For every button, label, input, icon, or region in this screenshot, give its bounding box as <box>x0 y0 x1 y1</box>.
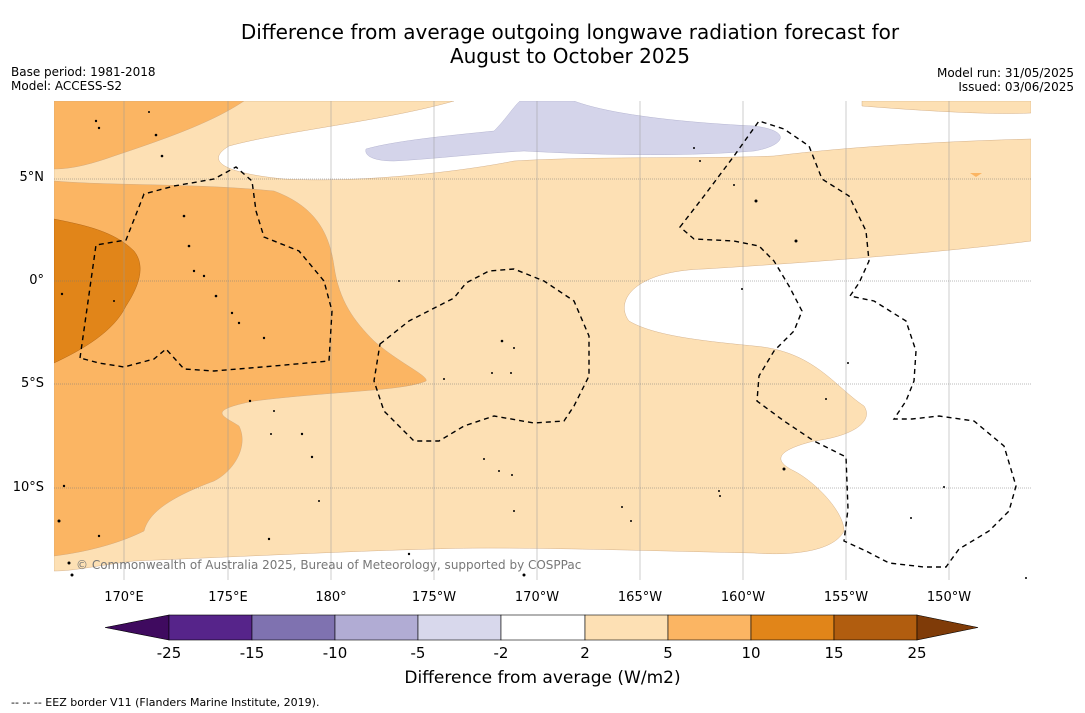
meridian-lines <box>123 101 950 580</box>
lon-label-155w: 155°W <box>823 590 869 605</box>
colorbar-tick-7: 5 <box>663 644 673 662</box>
colorbar-tick-6: 2 <box>580 644 590 662</box>
colorbar-tick-9: 15 <box>824 644 844 662</box>
colorbar <box>105 614 979 641</box>
colorbar-min-arrow <box>105 614 170 641</box>
colorbar-segment-4 <box>417 614 502 641</box>
islands <box>57 111 1027 579</box>
lon-label-180: 180° <box>315 590 347 605</box>
lon-label-165w: 165°W <box>617 590 663 605</box>
colorbar-segment-1 <box>168 614 253 641</box>
model-run: Model run: 31/05/2025 <box>936 66 1074 80</box>
colorbar-label: Difference from average (W/m2) <box>404 668 681 688</box>
colorbar-tick-2: -15 <box>239 644 265 662</box>
colorbar-tick-4: -5 <box>410 644 426 662</box>
colorbar-tick-1: -25 <box>156 644 182 662</box>
lon-label-160w: 160°W <box>720 590 766 605</box>
lon-label-175w: 175°W <box>411 590 457 605</box>
title-line-2: August to October 2025 <box>449 44 691 68</box>
meta-left: Base period: 1981-2018 Model: ACCESS-S2 <box>11 65 156 93</box>
lon-label-170w: 170°W <box>514 590 560 605</box>
colorbar-segment-3 <box>334 614 419 641</box>
eez-borders <box>79 120 1017 568</box>
chart-title: Difference from average outgoing longwav… <box>0 20 1085 68</box>
small-orange-mark <box>970 173 982 177</box>
lavender-region <box>365 101 781 162</box>
lat-label-5s: 5°S <box>20 376 44 391</box>
lon-label-170e: 170°E <box>104 590 144 605</box>
lat-label-5n: 5°N <box>19 170 45 185</box>
colorbar-max-arrow <box>916 614 979 641</box>
lon-label-150w: 150°W <box>926 590 972 605</box>
colorbar-segment-6 <box>584 614 669 641</box>
meta-right: Model run: 31/05/2025 Issued: 03/06/2025 <box>937 66 1074 94</box>
model-name: Model: ACCESS-S2 <box>11 79 123 93</box>
grid-lines <box>54 178 1031 489</box>
base-period: Base period: 1981-2018 <box>11 65 156 79</box>
map-plot <box>54 101 1031 580</box>
dark-orange-region <box>54 218 141 364</box>
colorbar-tick-5: -2 <box>493 644 509 662</box>
map-copyright: © Commonwealth of Australia 2025, Bureau… <box>76 558 582 572</box>
colorbar-tick-8: 10 <box>741 644 761 662</box>
eez-legend: -- -- -- EEZ border V11 (Flanders Marine… <box>11 696 320 709</box>
lat-label-0: 0° <box>29 273 44 288</box>
light-orange-strip <box>861 101 1031 114</box>
colorbar-segment-8 <box>750 614 835 641</box>
issued-date: Issued: 03/06/2025 <box>958 80 1074 94</box>
lat-label-10s: 10°S <box>12 480 44 495</box>
colorbar-segment-5 <box>500 614 586 641</box>
colorbar-segment-7 <box>667 614 752 641</box>
colorbar-segment-9 <box>833 614 918 641</box>
colorbar-tick-10: 25 <box>907 644 927 662</box>
mid-orange-region <box>54 101 245 170</box>
colorbar-segment-2 <box>251 614 336 641</box>
colorbar-tick-3: -10 <box>322 644 348 662</box>
lon-label-175e: 175°E <box>208 590 248 605</box>
title-line-1: Difference from average outgoing longwav… <box>240 20 900 44</box>
